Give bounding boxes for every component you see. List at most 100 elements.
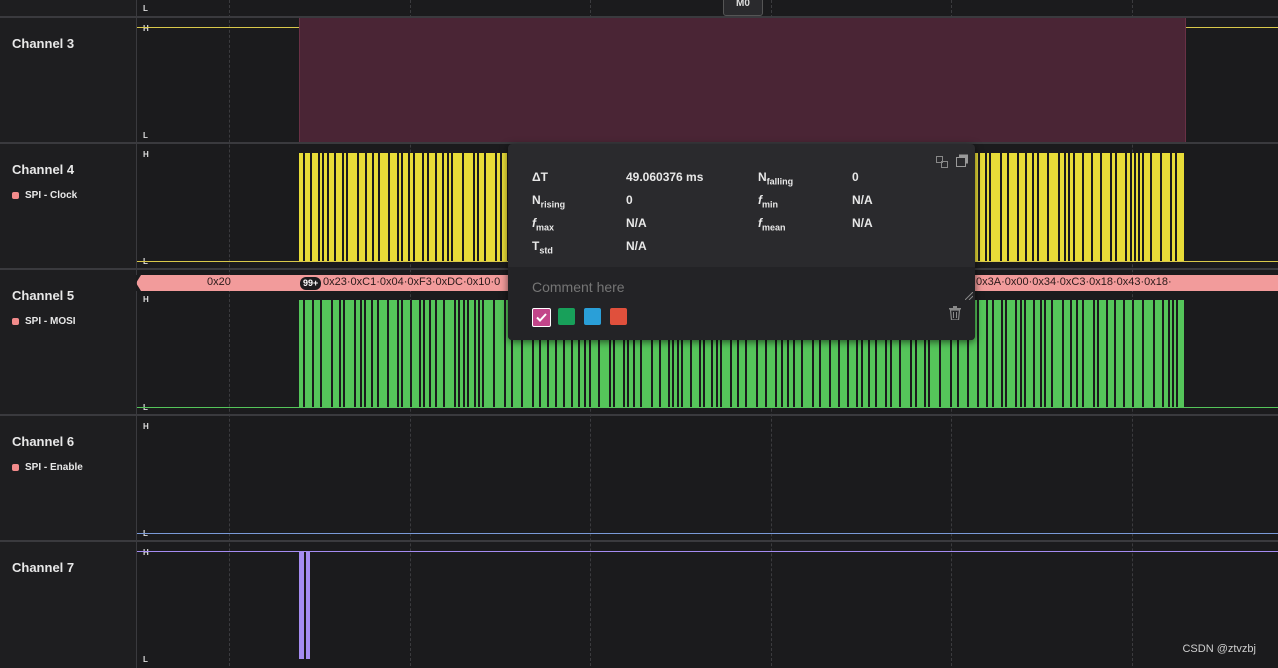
channel-6-analyzer-tag[interactable]: SPI - Enable <box>12 462 83 473</box>
t-std-letter: T <box>532 239 540 253</box>
waveform-edge <box>899 300 901 407</box>
decode-values-middle[interactable]: 0x23·0xC1·0x04·0xF3·0xDC·0x10·0 <box>323 276 501 288</box>
channel-5-waveform <box>299 300 1184 407</box>
waveform-edge <box>571 300 573 407</box>
decode-count-badge[interactable]: 99+ <box>300 277 322 290</box>
waveform-edge <box>672 300 674 407</box>
channel-4-analyzer-tag[interactable]: SPI - Clock <box>12 190 77 201</box>
waveform-edge <box>462 153 464 261</box>
channel-7-name: Channel 7 <box>12 560 75 575</box>
waveform-edge <box>856 300 858 407</box>
waveform-edge <box>1024 300 1026 407</box>
waveform-edge <box>1032 153 1034 261</box>
waveform-edge <box>442 153 444 261</box>
waveform-edge <box>613 300 615 407</box>
f-min-sub: min <box>762 199 779 210</box>
channel-4-label-area: Channel 4 SPI - Clock <box>0 144 137 270</box>
waveform-edge <box>781 300 783 407</box>
channel-7-plot[interactable] <box>137 542 1278 668</box>
channel-3-row[interactable]: Channel 3 H L <box>0 16 1278 144</box>
waveform-edge <box>422 153 424 261</box>
waveform-edge <box>1142 300 1144 407</box>
waveform-edge <box>690 300 692 407</box>
waveform-edge <box>451 153 453 261</box>
n-falling-label: Nfalling <box>758 170 793 186</box>
waveform-edge <box>977 300 979 407</box>
waveform-edge <box>463 300 465 407</box>
channel-4-name: Channel 4 <box>12 162 75 177</box>
waveform-edge <box>1025 153 1027 261</box>
waveform-edge <box>303 153 305 261</box>
channel-5-row[interactable]: Channel 5 SPI - MOSI H L <box>0 268 1278 416</box>
waveform-edge <box>539 300 541 407</box>
t-std-sub: std <box>539 245 553 256</box>
f-mean-letter: f <box>758 216 762 230</box>
waveform-edge <box>478 300 480 407</box>
color-swatch-blue[interactable] <box>584 308 601 325</box>
waveform-edge <box>377 300 379 407</box>
channel-5-baseline <box>137 407 1278 408</box>
color-swatch-red[interactable] <box>610 308 627 325</box>
waveform-edge <box>429 300 431 407</box>
waveform-edge <box>627 300 629 407</box>
waveform-edge <box>1082 153 1084 261</box>
high-level-label: H <box>143 422 149 431</box>
waveform-edge <box>334 153 336 261</box>
n-rising-label: Nrising <box>532 193 565 209</box>
waveform-edge <box>401 153 403 261</box>
split-view-icon[interactable] <box>936 155 948 168</box>
decode-value-first[interactable]: 0x20 <box>207 276 231 288</box>
comment-input[interactable] <box>530 275 944 299</box>
channel-6-label-area: Channel 6 SPI - Enable <box>0 416 137 542</box>
waveform-edge <box>364 300 366 407</box>
waveform-edge <box>419 300 421 407</box>
channel-6-row[interactable]: Channel 6 SPI - Enable H L <box>0 414 1278 542</box>
channel-3-plot[interactable] <box>137 18 1278 144</box>
waveform-edge <box>986 300 988 407</box>
waveform-edge <box>467 300 469 407</box>
waveform-edge <box>397 153 399 261</box>
f-max-letter: f <box>532 216 536 230</box>
waveform-edge <box>745 300 747 407</box>
waveform-edge <box>1068 153 1070 261</box>
decode-values-right[interactable]: 0x3A·0x00·0x34·0xC3·0x18·0x43·0x18· <box>976 276 1172 288</box>
color-swatch-pink[interactable] <box>532 308 551 327</box>
color-swatch-green[interactable] <box>558 308 575 325</box>
delta-t-value: 49.060376 ms <box>626 170 704 184</box>
channel-5-analyzer-tag[interactable]: SPI - MOSI <box>12 316 76 327</box>
measurement-popup[interactable]: ΔT 49.060376 ms Nfalling 0 Nrising 0 fmi… <box>508 144 975 340</box>
channel-5-plot[interactable] <box>137 270 1278 416</box>
measurement-region[interactable] <box>299 18 1186 144</box>
waveform-edge <box>1033 300 1035 407</box>
marker-m0-tab[interactable]: M0 <box>723 0 763 16</box>
waveform-edge <box>885 300 887 407</box>
waveform-edge <box>423 300 425 407</box>
waveform-edge <box>1007 153 1009 261</box>
waveform-edge <box>640 300 642 407</box>
channel-6-plot[interactable] <box>137 416 1278 542</box>
waveform-edge <box>397 300 399 407</box>
n-falling-sub: falling <box>766 176 794 187</box>
waveform-edge <box>365 153 367 261</box>
waveform-edge <box>928 300 930 407</box>
waveform-edge <box>633 300 635 407</box>
resize-handle-icon[interactable] <box>964 287 974 301</box>
waveform-edge <box>339 300 341 407</box>
waveform-edge <box>354 300 356 407</box>
delete-icon[interactable] <box>949 306 961 321</box>
delta-t-label: ΔT <box>532 170 548 184</box>
channel-6-waveform <box>137 533 1278 534</box>
f-max-sub: max <box>536 222 555 233</box>
channel-7-waveform <box>137 551 1278 552</box>
analyzer-color-icon <box>12 192 19 199</box>
waveform-edge <box>1175 153 1177 261</box>
copy-icon[interactable] <box>956 154 969 167</box>
waveform-edge <box>327 153 329 261</box>
waveform-edge <box>957 300 959 407</box>
waveform-edge <box>458 300 460 407</box>
channel-7-row[interactable]: Channel 7 H L <box>0 540 1278 668</box>
waveform-edge <box>668 300 670 407</box>
watermark: CSDN @ztvzbj <box>1182 643 1256 655</box>
channel-4-analyzer-name: SPI - Clock <box>25 190 78 201</box>
low-level-label: L <box>143 131 148 140</box>
